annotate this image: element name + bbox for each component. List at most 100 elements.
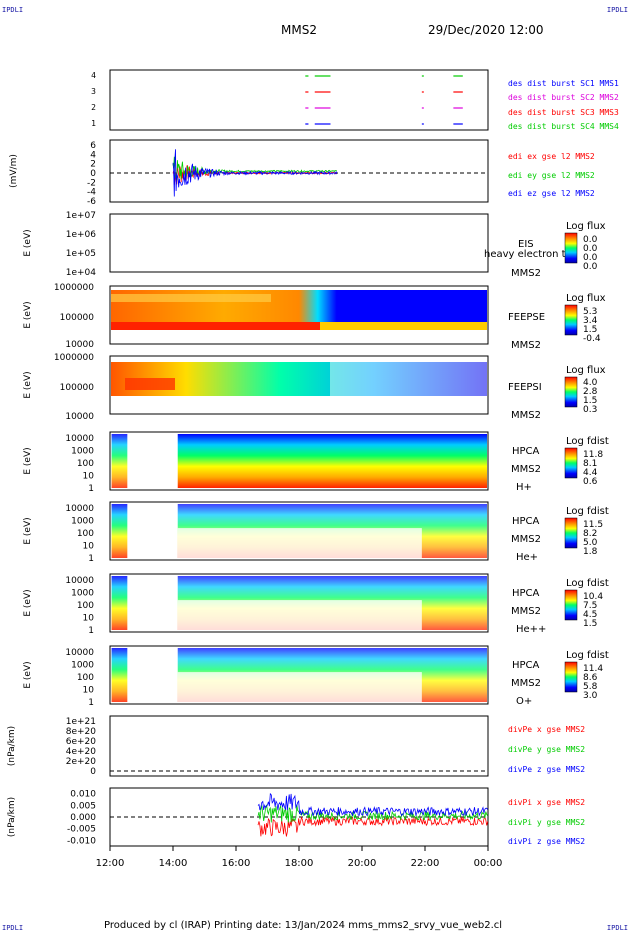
divpe-ytick-3: 4e+20	[66, 747, 97, 757]
hpca-hepp-label-sc: MMS2	[511, 606, 541, 617]
hpca-o-label-sc: MMS2	[511, 678, 541, 689]
hpca-o-label-species: O+	[516, 696, 532, 707]
divpe-ytick-2: 6e+20	[66, 737, 97, 747]
eis-ytick-1e5: 1e+05	[66, 249, 96, 259]
panel-feepse: 1000000 100000 10000 E (eV) FEEPSE MMS2 …	[23, 283, 606, 351]
hpca-he-ytick-3: 10	[83, 542, 95, 552]
hpca-he-ytick-2: 100	[77, 529, 94, 539]
hpca-hepp-ytick-1: 1000	[71, 589, 94, 599]
feepse-label-instrument: FEEPSE	[508, 312, 545, 323]
corner-label-top-right: IPDLI	[606, 6, 628, 14]
divpi-trace-2	[257, 792, 489, 817]
hpca-o-cbar-tick-2: 5.8	[583, 682, 598, 692]
time-axis-label-4: 20:00	[348, 858, 377, 869]
hpca-h-cbar-tick-1: 8.1	[583, 459, 597, 469]
feepse-ylabel: E (eV)	[23, 301, 33, 328]
time-axis: 12:00 14:00 16:00 18:00 20:00 22:00 00:00	[96, 846, 502, 869]
eis-cbar-tick-3: 0.0	[583, 253, 598, 263]
eis-ytick-1e7: 1e+07	[66, 211, 96, 221]
hpca-h-ylabel: E (eV)	[23, 447, 33, 474]
hpca-he-ytick-0: 10000	[65, 504, 94, 514]
divpe-ytick-4: 2e+20	[66, 757, 97, 767]
eis-cbar-tick-4: 0.0	[583, 262, 598, 272]
divpe-ylabel: (nPa/km)	[7, 726, 17, 766]
panel-hpca-hepp: 10000 1000 100 10 1 E (eV) HPCA MMS2 He++ Log fdi…	[23, 573, 609, 636]
panel-burst-frame	[109, 69, 489, 131]
hpca-o-cbar-title: Log fdist	[566, 650, 609, 661]
divpe-ytick-5: 0	[90, 767, 96, 777]
hpca-h-label-sc: MMS2	[511, 464, 541, 475]
hpca-o-cbar-tick-3: 3.0	[583, 691, 598, 701]
feepse-ytick-1e4: 10000	[65, 340, 94, 350]
hpca-hepp-early-block	[111, 576, 128, 630]
divpi-ylabel: (nPa/km)	[7, 797, 17, 837]
eis-cbar-title: Log flux	[566, 221, 606, 232]
hpca-o-cbar-tick-0: 11.4	[583, 664, 603, 674]
legend-burst-sc3: des dist burst SC3 MMS3	[508, 108, 619, 117]
hpca-hepp-label-species: He++	[516, 624, 546, 635]
hpca-hepp-cbar-title: Log fdist	[566, 578, 609, 589]
hpca-o-label-instrument: HPCA	[512, 660, 540, 671]
feepsi-ytick-1e5: 100000	[60, 383, 95, 393]
hpca-o-early-block	[111, 648, 128, 702]
feepsi-cbar-tick-3: 1.5	[583, 396, 597, 406]
divpi-traces	[257, 792, 489, 837]
time-axis-label-3: 18:00	[285, 858, 314, 869]
hpca-he-early-block	[111, 504, 128, 558]
hpca-hepp-label-instrument: HPCA	[512, 588, 540, 599]
panel-hpca-he: 10000 1000 100 10 1 E (eV) HPCA MMS2 He+ Log fdis…	[23, 501, 609, 564]
efield-ytick-1: 4	[90, 150, 96, 160]
legend-efield-ez: edi ez gse l2 MMS2	[508, 189, 595, 198]
hpca-hepp-cbar-tick-1: 7.5	[583, 601, 597, 611]
feepse-highE-band	[111, 294, 271, 302]
panel-hpca-o: 10000 1000 100 10 1 E (eV) HPCA MMS2 O+ Log fdist…	[23, 645, 609, 708]
hpca-hepp-ylabel: E (eV)	[23, 589, 33, 616]
hpca-h-ytick-0: 10000	[65, 434, 94, 444]
hpca-he-label-species: He+	[516, 552, 538, 563]
hpca-hepp-ytick-3: 10	[83, 614, 95, 624]
panel-efield-frame	[109, 139, 489, 203]
feepsi-label-sc: MMS2	[511, 410, 541, 421]
eis-ylabel: E (eV)	[23, 229, 33, 256]
efield-ytick-6: -6	[87, 197, 96, 207]
hpca-o-ylabel: E (eV)	[23, 661, 33, 688]
efield-ytick-4: -2	[87, 178, 96, 188]
legend-efield-ey: edi ey gse l2 MMS2	[508, 171, 595, 180]
hpca-he-cbar-title: Log fdist	[566, 506, 609, 517]
efield-ytick-0: 6	[90, 141, 96, 151]
feepse-cbar-tick-3: 1.5	[583, 325, 597, 335]
time-axis-label-5: 22:00	[411, 858, 440, 869]
hpca-he-ytick-1: 1000	[71, 517, 94, 527]
hpca-h-label-instrument: HPCA	[512, 446, 540, 457]
hpca-hepp-cbar-tick-2: 4.5	[583, 610, 597, 620]
hpca-he-cbar-tick-2: 5.0	[583, 538, 598, 548]
hpca-he-ytick-4: 1	[88, 554, 94, 564]
burst-ytick-4: 4	[91, 71, 96, 80]
hpca-panels: 10000 1000 100 10 1 E (eV) HPCA MMS2 H+ Log fdist…	[23, 431, 609, 708]
feepsi-hot-patch	[125, 378, 175, 390]
legend-divpi-x: divPi x gse MMS2	[508, 798, 585, 807]
hpca-h-early-block	[111, 434, 128, 488]
feepse-ytick-1e5: 100000	[60, 313, 95, 323]
eis-colorbar	[564, 232, 578, 264]
hpca-he-gap-region	[177, 528, 422, 559]
hpca-he-cbar-tick-0: 11.5	[583, 520, 603, 530]
hpca-h-colorbar	[564, 447, 578, 479]
hpca-hepp-ytick-2: 100	[77, 601, 94, 611]
divpi-ytick-1: 0.005	[70, 801, 96, 811]
hpca-h-label-species: H+	[516, 482, 532, 493]
header-datetime: 29/Dec/2020 12:00	[428, 23, 544, 37]
legend-divpe-z: divPe z gse MMS2	[508, 765, 585, 774]
time-axis-label-2: 16:00	[222, 858, 251, 869]
feepse-cbar-tick-2: 3.4	[583, 316, 598, 326]
hpca-o-ytick-3: 10	[83, 686, 95, 696]
divpi-ytick-3: -0.005	[67, 825, 96, 835]
hpca-hepp-cbar-tick-0: 10.4	[583, 592, 603, 602]
feepse-cbar-title: Log flux	[566, 293, 606, 304]
hpca-he-cbar-tick-3: 1.8	[583, 547, 598, 557]
time-axis-label-1: 14:00	[159, 858, 188, 869]
hpca-h-cbar-title: Log fdist	[566, 436, 609, 447]
